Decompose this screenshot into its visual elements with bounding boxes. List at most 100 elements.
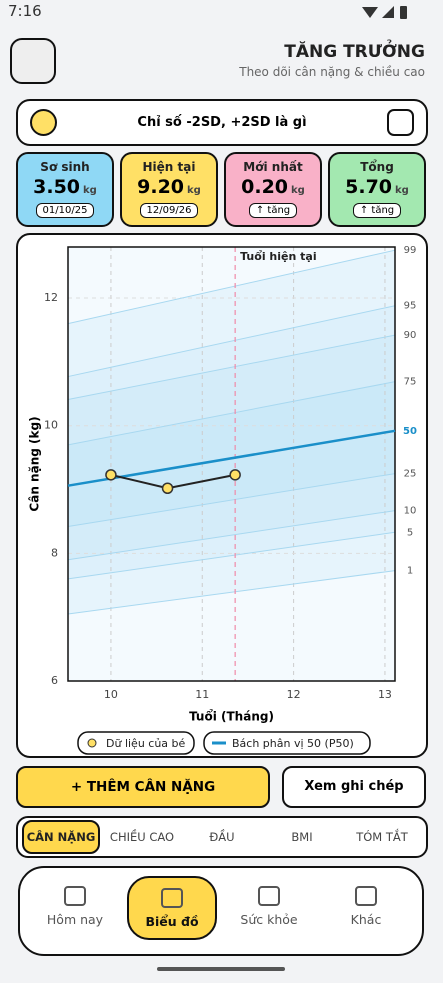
card-value-row: 5.70 kg [330, 176, 424, 198]
nav-label: Khác [350, 912, 382, 927]
legend-item [77, 731, 195, 755]
card-unit: kg [395, 185, 409, 196]
card-value: 9.20 [137, 176, 185, 198]
percentile-label: 5 [407, 527, 413, 538]
history-button[interactable]: Xem ghi chép [282, 766, 426, 808]
nav-item[interactable]: Khác [321, 876, 411, 940]
summary-card: Hiện tại 9.20 kg 12/09/26 [120, 152, 218, 227]
card-title: Tổng [360, 160, 394, 174]
card-badge: ↑ tăng [248, 203, 298, 218]
x-tick-label: 11 [195, 688, 209, 701]
summary-card: Sơ sinh 3.50 kg 01/10/25 [16, 152, 114, 227]
nav-item[interactable]: Hôm nay [30, 876, 120, 940]
nav-icon [161, 888, 183, 908]
plot-frame [67, 246, 396, 682]
percentile-label: 75 [404, 377, 417, 388]
percentile-band [68, 473, 395, 560]
card-badge: 12/09/26 [139, 203, 199, 218]
card-badge: ↑ tăng [352, 203, 402, 218]
percentile-line [67, 381, 396, 446]
data-point [229, 469, 241, 481]
nav-label: Hôm nay [46, 912, 104, 927]
percentile-label: 90 [404, 330, 417, 341]
nav-icon [64, 886, 86, 906]
tab[interactable]: BMI [291, 830, 313, 844]
percentile-line [67, 531, 396, 580]
card-value-row: 0.20 kg [226, 176, 320, 198]
nav-label: Sức khỏe [240, 912, 298, 927]
bulb-icon [30, 109, 57, 136]
x-axis-label: Tuổi (Tháng) [189, 709, 274, 724]
percentile-band [68, 381, 395, 486]
tab[interactable]: CHIỀU CAO [109, 830, 175, 844]
chart: 10 11 12 13 6 8 10 12 99 95 90 75 50 25 10 5 1 Tuổi hiện … [16, 233, 428, 758]
percentile-band [68, 510, 395, 579]
status-time: 7:16 [8, 2, 42, 20]
card-title: Hiện tại [142, 160, 196, 174]
legend-swatch [87, 738, 97, 748]
percentile-band [68, 335, 395, 445]
percentile-label: 1 [407, 566, 413, 577]
legend-item [203, 731, 371, 755]
status-icons [362, 6, 407, 19]
tab[interactable]: TÓM TẮT [356, 830, 408, 844]
card-unit: kg [187, 185, 201, 196]
list-icon[interactable] [387, 109, 414, 136]
series-line [67, 429, 396, 487]
percentile-line [67, 249, 396, 325]
y-tick-label: 8 [51, 546, 58, 559]
y-axis-label: Cân nặng (kg) [28, 416, 42, 511]
percentile-label: 25 [404, 469, 417, 480]
bottom-nav: Hôm nay Biểu đồ Sức khỏe Khác [18, 866, 424, 956]
card-title: Sơ sinh [40, 160, 90, 174]
y-tick-label: 10 [44, 419, 58, 432]
summary-card: Tổng 5.70 kg ↑ tăng [328, 152, 426, 227]
data-point [105, 469, 117, 481]
y-tick-label: 12 [44, 291, 58, 304]
percentile-line [67, 510, 396, 561]
percentile-label: 99 [404, 245, 417, 256]
info-label: Chỉ số -2SD, +2SD là gì [137, 115, 307, 130]
nav-item[interactable]: Sức khỏe [224, 876, 314, 940]
add-button[interactable]: + THÊM CÂN NẶNG [16, 766, 270, 808]
percentile-line [67, 570, 396, 615]
avatar[interactable] [10, 38, 56, 84]
header-title: TĂNG TRƯỞNG [284, 42, 425, 62]
percentile-band [68, 305, 395, 400]
data-point [161, 482, 174, 495]
home-indicator [157, 967, 285, 971]
nav-label: Biểu đồ [145, 914, 199, 929]
card-value-row: 9.20 kg [122, 176, 216, 198]
percentile-label: 10 [404, 506, 417, 517]
percentile-line [67, 473, 396, 528]
summary-card: Mới nhất 0.20 kg ↑ tăng [224, 152, 322, 227]
legend-label: Dữ liệu của bé [106, 737, 186, 750]
percentile-band [68, 250, 395, 377]
tab-bar: CÂN NẶNG CHIỀU CAO ĐẦU BMI TÓM TẮT [16, 816, 428, 858]
tab[interactable]: CÂN NẶNG [22, 820, 100, 854]
percentile-line [67, 305, 396, 378]
header-subtitle: Theo dõi cân nặng & chiều cao [239, 65, 425, 79]
percentile-line [67, 334, 396, 401]
y-tick-label: 6 [51, 674, 58, 687]
nav-icon [258, 886, 280, 906]
card-value: 3.50 [33, 176, 81, 198]
tab[interactable]: ĐẦU [209, 830, 235, 844]
info-bar[interactable]: Chỉ số -2SD, +2SD là gì [16, 99, 428, 146]
legend-label: Bách phân vị 50 (P50) [232, 737, 354, 750]
plot-bg [68, 247, 395, 681]
card-badge: 01/10/25 [35, 203, 95, 218]
card-unit: kg [83, 185, 97, 196]
card-unit: kg [291, 185, 305, 196]
nav-item[interactable]: Biểu đồ [127, 876, 217, 940]
annotation: Tuổi hiện tại [240, 250, 316, 263]
nav-icon [355, 886, 377, 906]
percentile-band [68, 532, 395, 614]
card-value: 5.70 [345, 176, 393, 198]
x-tick-label: 10 [104, 688, 118, 701]
percentile-label: 95 [404, 301, 417, 312]
percentile-label: 50 [403, 426, 417, 437]
x-tick-label: 12 [287, 688, 301, 701]
card-value: 0.20 [241, 176, 289, 198]
